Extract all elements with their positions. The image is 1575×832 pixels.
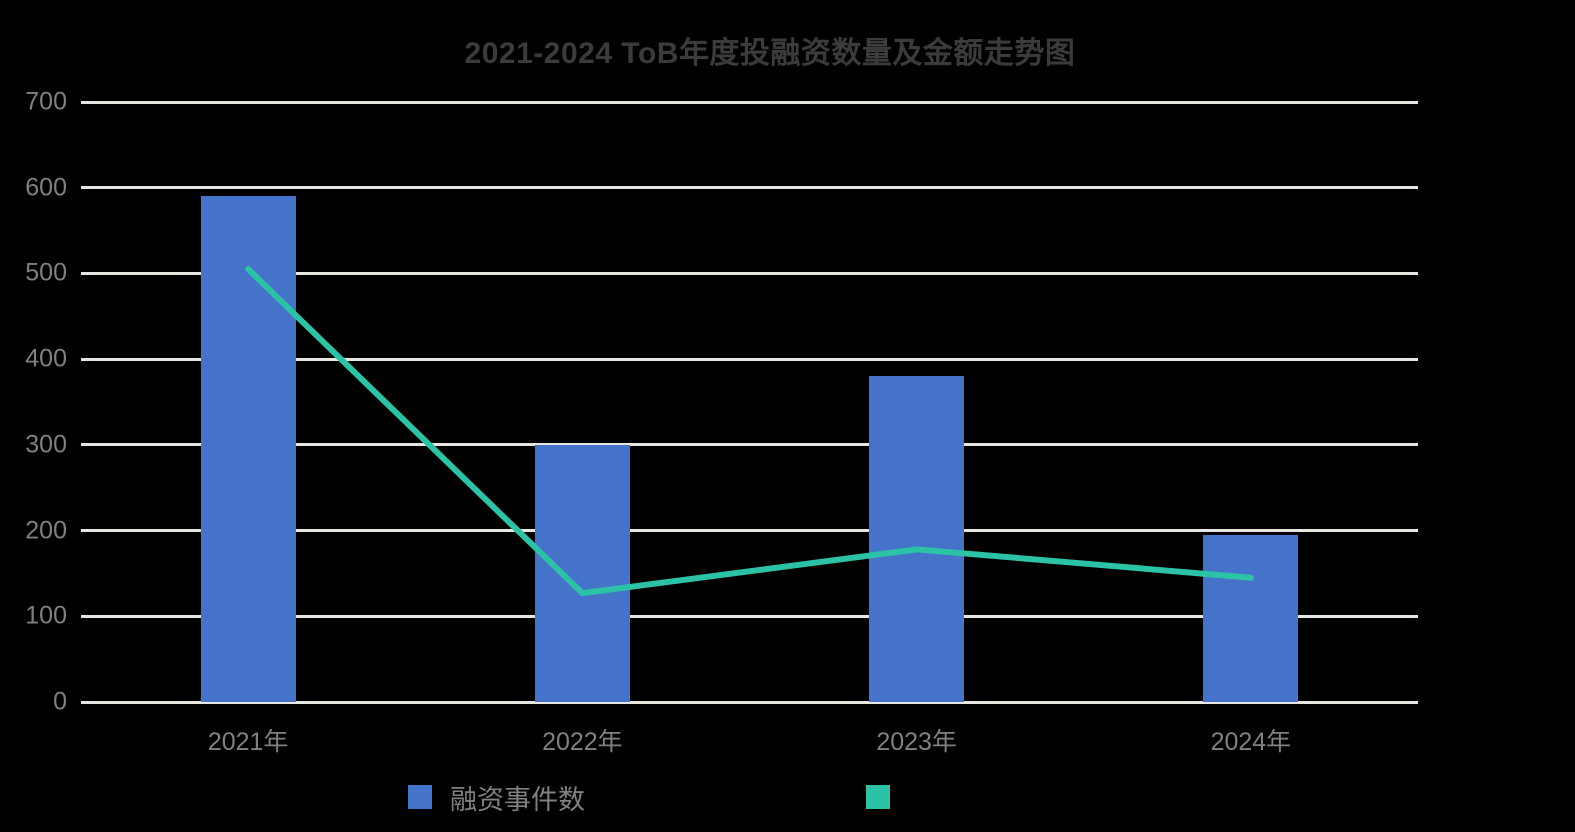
bar — [1203, 534, 1299, 702]
x-tick-label: 2024年 — [1210, 728, 1292, 756]
x-tick-label: 2022年 — [542, 728, 623, 756]
y-tick-label: 700 — [25, 87, 67, 116]
y-tick-label: 500 — [25, 258, 67, 287]
legend-swatch-line-icon — [866, 785, 890, 809]
plot-area — [81, 100, 1418, 704]
y-tick-label: 100 — [25, 601, 67, 630]
gridline — [81, 614, 1418, 618]
chart-legend: 融资事件数 — [0, 780, 1575, 820]
bar — [869, 376, 965, 702]
bar — [200, 196, 296, 702]
y-tick-label: 0 — [53, 687, 67, 716]
y-tick-label: 300 — [25, 430, 67, 459]
line-path — [245, 266, 1254, 597]
y-tick-label: 200 — [25, 516, 67, 545]
chart-title: 2021-2024 ToB年度投融资数量及金额走势图 — [464, 37, 1076, 70]
y-tick-label: 400 — [25, 344, 67, 373]
bar — [534, 444, 630, 702]
x-tick-label: 2021年 — [207, 728, 289, 756]
x-tick-label: 2023年 — [876, 728, 957, 756]
legend-item-amount[interactable] — [866, 780, 908, 814]
legend-item-rong-zi-shi-jian-shu[interactable]: 融资事件数 — [408, 780, 585, 815]
gridline — [81, 700, 1418, 704]
y-tick-label: 600 — [25, 173, 67, 202]
gridline — [81, 186, 1418, 190]
legend-swatch-bar-icon — [408, 785, 432, 809]
legend-label-rong-zi-shi-jian-shu: 融资事件数 — [450, 784, 585, 815]
gridline — [81, 100, 1418, 104]
